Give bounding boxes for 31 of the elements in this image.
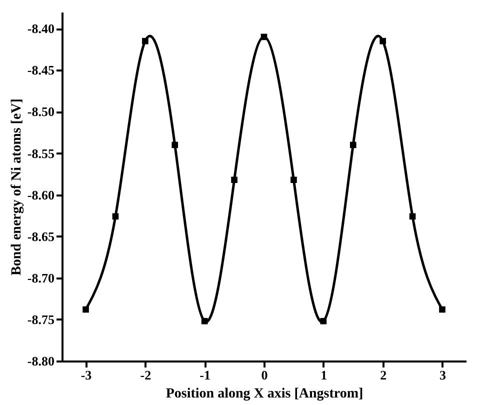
point: [142, 38, 148, 44]
point: [231, 176, 238, 184]
x-tick-label: 0: [261, 368, 268, 382]
point: [320, 318, 327, 324]
x-tick-label: -3: [80, 368, 92, 382]
point: [290, 176, 297, 184]
y-tick-label: -8.40: [27, 21, 54, 36]
y-tick-label: -8.45: [27, 62, 55, 78]
point: [409, 213, 416, 220]
y-tick-label: -8.70: [27, 270, 54, 286]
x-tick-label: 3: [439, 368, 446, 382]
point: [439, 306, 446, 313]
y-tick-label: -8.60: [27, 187, 54, 202]
x-tick-label: 2: [380, 368, 387, 382]
point: [112, 213, 119, 220]
x-tick-label: -1: [200, 368, 211, 382]
point: [380, 38, 386, 44]
x-tick-label: 1: [320, 368, 328, 382]
y-tick-label: -8.80: [27, 354, 54, 368]
point: [172, 142, 178, 148]
x-tick-label: -2: [140, 368, 152, 382]
y-tick-label: -8.75: [27, 312, 55, 327]
y-tick-label: -8.55: [27, 146, 55, 161]
x-axis-title: Position along X axis [Angstrom]: [166, 386, 364, 402]
y-tick-label: -8.65: [27, 228, 55, 244]
point: [260, 34, 268, 40]
point: [82, 306, 89, 313]
y-tick-label: -8.50: [27, 104, 54, 120]
point: [350, 142, 356, 148]
point: [201, 318, 208, 324]
y-axis-title: Bond energy of Ni atoms [eV]: [9, 98, 24, 276]
